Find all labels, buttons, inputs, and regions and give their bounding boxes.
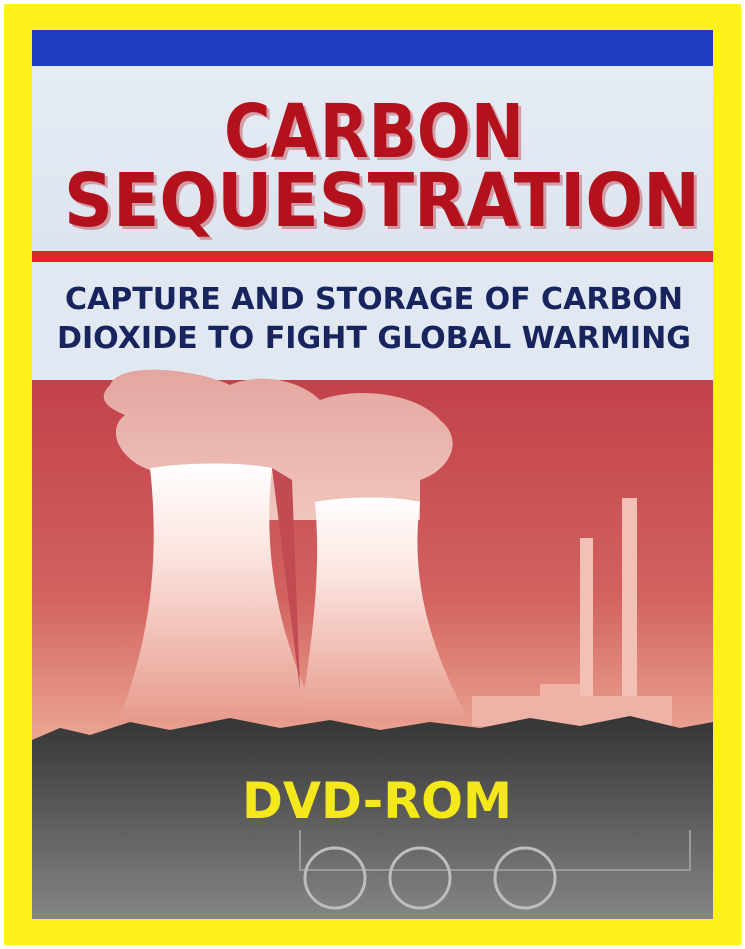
illustration [32, 370, 713, 919]
title-line: SEQUESTRATION [64, 158, 700, 244]
subtitle-line: CAPTURE AND STORAGE OF CARBON [65, 282, 683, 317]
top-bar [32, 30, 713, 66]
format-label: DVD-ROM [242, 772, 512, 830]
cover: CARBON CARBON SEQUESTRATION SEQUESTRATIO… [0, 0, 745, 949]
subtitle-line: DIOXIDE TO FIGHT GLOBAL WARMING [57, 321, 691, 356]
divider [32, 251, 713, 262]
